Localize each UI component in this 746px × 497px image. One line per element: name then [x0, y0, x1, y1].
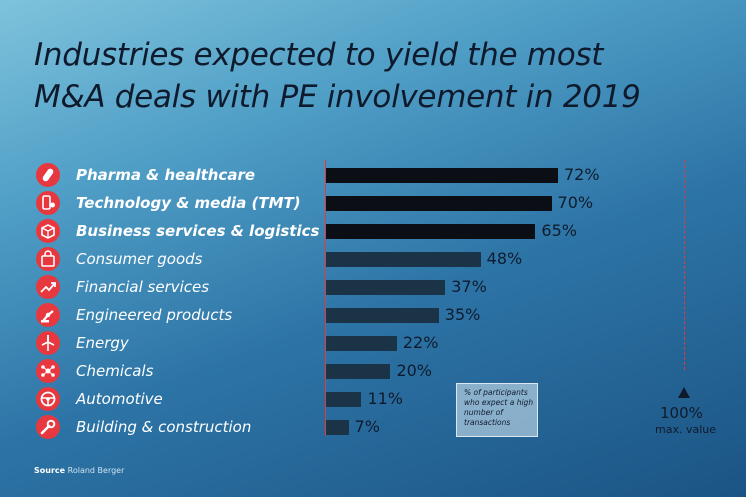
bar-value-label: 22%: [402, 333, 439, 352]
category-label: Consumer goods: [76, 250, 203, 268]
bar-value-label: 37%: [451, 277, 487, 296]
category-label: Building & construction: [76, 418, 252, 436]
wind-turbine-icon: [36, 331, 60, 355]
category-label: Pharma & healthcare: [76, 166, 256, 184]
pill-icon: [36, 163, 60, 187]
bar: [326, 196, 552, 211]
bar: [326, 224, 536, 239]
bar-value-label: 48%: [486, 249, 523, 268]
package-icon: [36, 219, 60, 243]
legend-box: % of participants who expect a high numb…: [456, 383, 538, 437]
chart-title-line-1: Industries expected to yield the most: [34, 37, 604, 73]
source-name: Roland Berger: [67, 466, 125, 475]
bar-value-label: 65%: [541, 221, 577, 240]
bar-value-label: 7%: [354, 417, 380, 436]
max-value-arrow-icon: [678, 387, 690, 398]
bar: [326, 364, 391, 379]
bar-value-label: 35%: [444, 305, 481, 324]
molecule-icon: [36, 359, 60, 383]
max-value-label: 100%: [660, 404, 703, 422]
wrench-icon: [36, 415, 60, 439]
shopping-bag-icon: [36, 247, 60, 271]
category-label: Business services & logistics: [76, 222, 320, 240]
category-label: Financial services: [76, 278, 210, 296]
bar-value-label: 70%: [557, 193, 594, 212]
chart-title: Industries expected to yield the most M&…: [34, 34, 734, 118]
chart-axis-line: [325, 160, 326, 436]
robot-arm-icon: [36, 303, 60, 327]
trend-arrow-icon: [36, 275, 60, 299]
category-label: Engineered products: [76, 306, 233, 324]
category-label: Technology & media (TMT): [76, 194, 301, 212]
bar: [326, 392, 362, 407]
steering-wheel-icon: [36, 387, 60, 411]
max-value-caption: max. value: [655, 423, 717, 436]
source-label: Source: [34, 466, 66, 475]
phone-gear-icon: [36, 191, 60, 215]
bar: [326, 280, 446, 295]
source-note: Source Roland Berger: [34, 466, 124, 475]
legend-text: % of participants who expect a high numb…: [464, 388, 534, 427]
bar-value-label: 20%: [396, 361, 432, 380]
bar: [326, 336, 397, 351]
bar: [326, 168, 558, 183]
bar-value-label: 72%: [563, 165, 600, 184]
category-label: Chemicals: [76, 362, 154, 380]
bar-value-label: 11%: [367, 389, 403, 408]
max-value-line: [684, 160, 685, 370]
bar: [326, 252, 481, 267]
bar: [326, 420, 349, 435]
chart-title-line-2: M&A deals with PE involvement in 2019: [34, 79, 641, 115]
category-label: Energy: [76, 334, 129, 352]
category-label: Automotive: [76, 390, 163, 408]
bar: [326, 308, 439, 323]
